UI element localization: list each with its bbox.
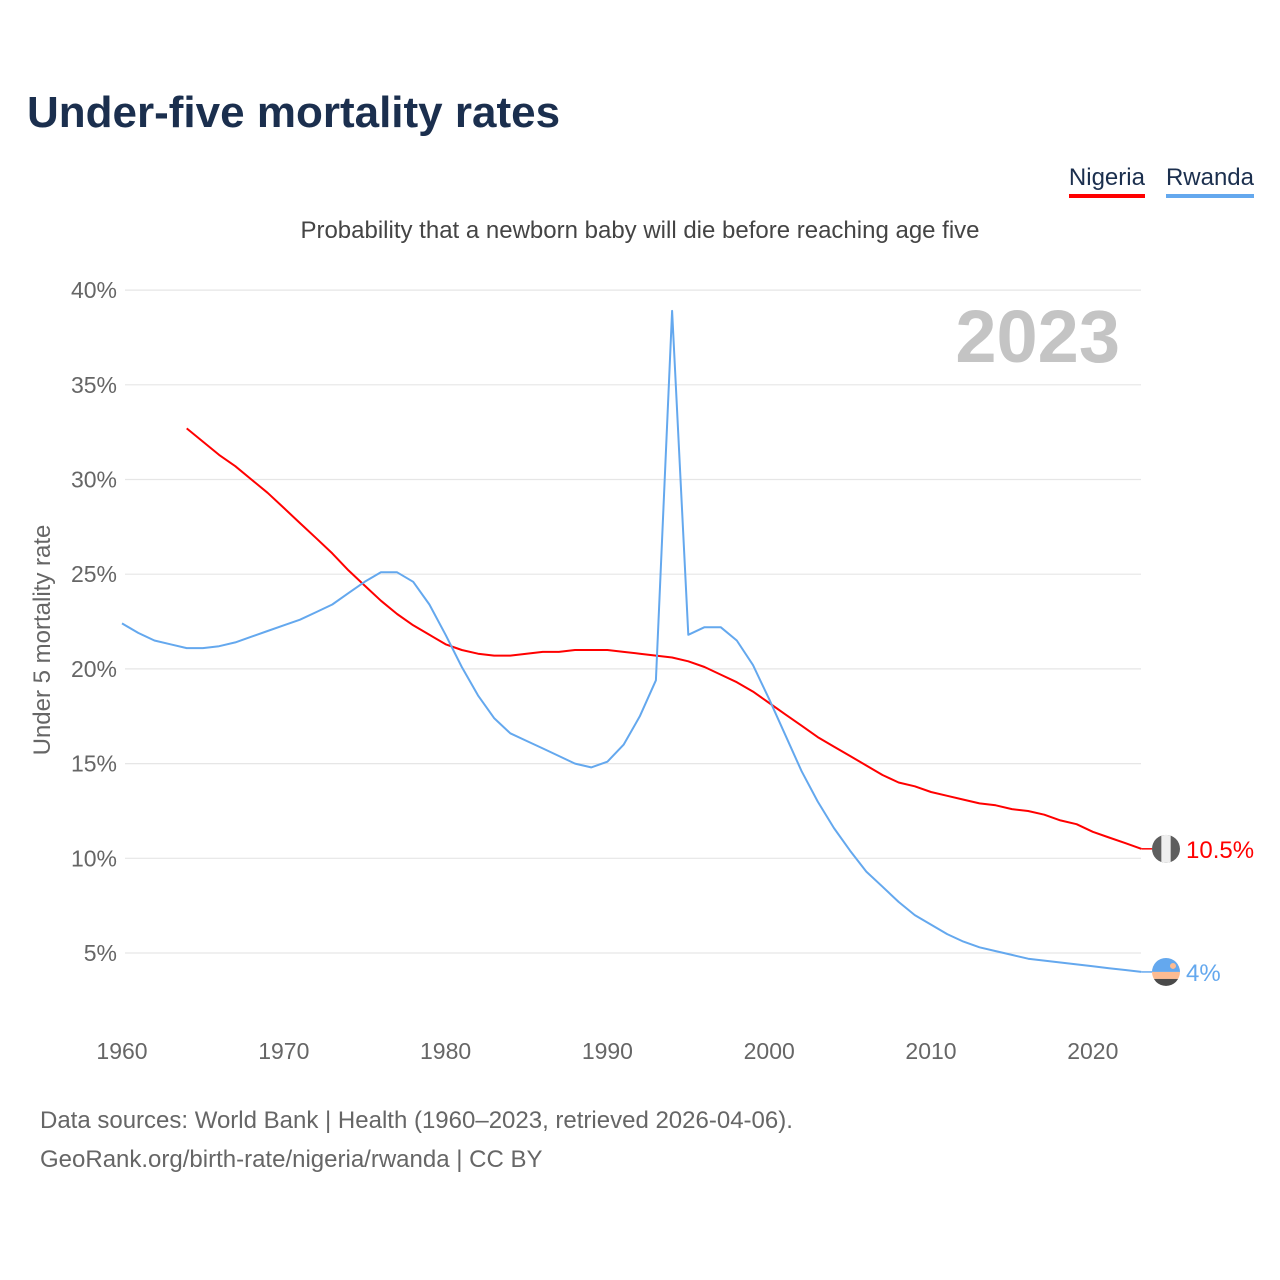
x-tick-label: 2020 bbox=[1067, 1038, 1118, 1064]
series-line-nigeria bbox=[186, 427, 1142, 850]
footer-link[interactable]: GeoRank.org/birth-rate/nigeria/rwanda | … bbox=[40, 1146, 543, 1173]
flag-body bbox=[1152, 957, 1180, 986]
x-tick-label: 2010 bbox=[905, 1038, 956, 1064]
y-tick-label: 35% bbox=[71, 372, 117, 398]
chart-subtitle: Probability that a newborn baby will die… bbox=[300, 217, 980, 244]
legend-item-nigeria[interactable]: Nigeria bbox=[1068, 164, 1145, 198]
end-value-label: 10.5% bbox=[1186, 837, 1254, 864]
series-line-rwanda bbox=[121, 309, 1142, 973]
legend: Nigeria Rwanda bbox=[1068, 164, 1254, 198]
flag-body bbox=[1152, 834, 1180, 863]
y-axis-label: Under 5 mortality rate bbox=[29, 525, 56, 756]
y-tick-label: 25% bbox=[71, 561, 117, 587]
y-tick-label: 5% bbox=[84, 940, 117, 966]
x-tick-label: 2000 bbox=[744, 1038, 795, 1064]
x-tick-label: 1980 bbox=[420, 1038, 471, 1064]
footer-sources: Data sources: World Bank | Health (1960–… bbox=[40, 1107, 793, 1134]
flag-stripe bbox=[1152, 978, 1180, 986]
flag-sun bbox=[1170, 962, 1176, 969]
y-tick-label: 40% bbox=[71, 277, 117, 303]
y-tick-label: 20% bbox=[71, 656, 117, 682]
x-tick-label: 1960 bbox=[96, 1038, 147, 1064]
year-label: 2023 bbox=[955, 295, 1120, 378]
end-value-label: 4% bbox=[1186, 960, 1221, 987]
legend-item-rwanda[interactable]: Rwanda bbox=[1165, 164, 1254, 198]
chart-title: Under-five mortality rates bbox=[27, 88, 561, 137]
y-tick-label: 15% bbox=[71, 751, 117, 777]
rwanda-flag-icon bbox=[1152, 957, 1180, 986]
nigeria-flag-icon bbox=[1152, 834, 1180, 863]
y-tick-label: 30% bbox=[71, 467, 117, 493]
x-tick-label: 1990 bbox=[582, 1038, 633, 1064]
x-tick-label: 1970 bbox=[258, 1038, 309, 1064]
flag-stripe bbox=[1152, 971, 1180, 979]
y-tick-label: 10% bbox=[71, 845, 117, 871]
flag-stripe bbox=[1161, 834, 1171, 863]
